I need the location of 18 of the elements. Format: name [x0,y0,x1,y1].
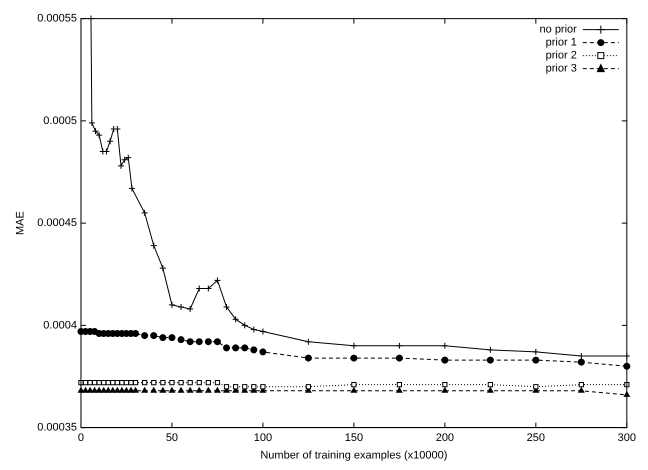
legend-label: no prior [540,24,578,36]
x-tick-label: 250 [526,432,546,444]
y-axis-title: MAE [14,211,27,236]
x-tick-label: 100 [254,432,272,444]
y-tick-label: 0.0004 [43,319,77,332]
legend-label: prior 2 [546,50,577,62]
y-tick-label: 0.00035 [37,422,77,434]
x-tick-label: 0 [78,432,84,444]
legend-label: prior 3 [546,62,577,75]
x-tick-label: 200 [436,432,454,444]
y-tick-label: 0.0005 [43,114,77,127]
legend-label: prior 1 [546,36,577,49]
x-tick-label: 50 [166,432,178,444]
x-tick-label: 150 [344,432,364,444]
y-tick-label: 0.00045 [37,217,77,230]
y-tick-label: 0.00055 [37,12,77,25]
x-axis-title: Number of training examples (x10000) [260,449,448,462]
x-tick-label: 300 [618,432,636,444]
